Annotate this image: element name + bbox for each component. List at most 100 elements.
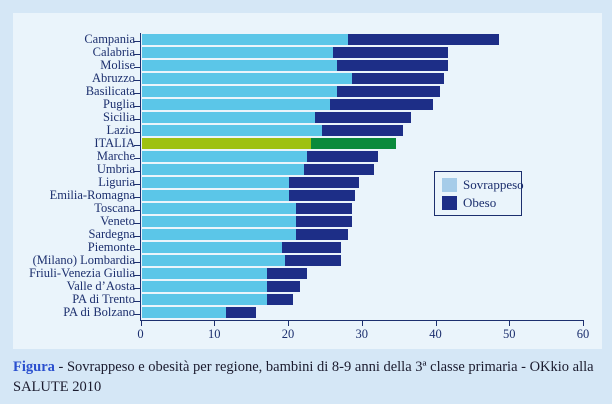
bar-sovrappeso bbox=[141, 99, 330, 110]
caption-label: Figura bbox=[13, 359, 55, 375]
bar-obeso bbox=[314, 112, 411, 123]
bar-obeso bbox=[285, 255, 341, 266]
legend-item: Sovrappeso bbox=[442, 176, 524, 192]
region-label: Abruzzo bbox=[91, 70, 135, 85]
bar-sovrappeso bbox=[141, 138, 312, 149]
y-axis-tick bbox=[134, 236, 140, 237]
bar-obeso bbox=[289, 177, 360, 188]
y-axis-tick bbox=[134, 171, 140, 172]
bar-sovrappeso bbox=[141, 177, 289, 188]
y-axis-tick bbox=[134, 223, 140, 224]
bar-sovrappeso bbox=[141, 216, 297, 227]
region-label: Sardegna bbox=[88, 226, 135, 241]
y-axis-tick bbox=[134, 262, 140, 263]
x-axis-tick bbox=[435, 321, 437, 326]
bar-obeso bbox=[336, 86, 441, 97]
x-axis-line bbox=[139, 319, 584, 321]
x-axis-tick bbox=[361, 321, 363, 326]
bar-obeso bbox=[333, 47, 448, 58]
bar-obeso bbox=[266, 281, 301, 292]
region-label: Lazio bbox=[106, 122, 135, 137]
bar-obeso bbox=[296, 216, 352, 227]
y-axis-tick bbox=[134, 67, 140, 68]
bar-obeso bbox=[348, 34, 500, 45]
y-axis-tick bbox=[134, 145, 140, 146]
y-axis-tick bbox=[134, 54, 140, 55]
bar-sovrappeso bbox=[141, 164, 304, 175]
bar-sovrappeso bbox=[141, 34, 348, 45]
region-label: Valle d’Aosta bbox=[66, 278, 135, 293]
region-label: Umbria bbox=[96, 161, 135, 176]
bar-sovrappeso bbox=[141, 307, 227, 318]
bar-sovrappeso bbox=[141, 47, 334, 58]
region-label: Campania bbox=[84, 31, 135, 46]
region-label: Friuli-Venezia Giulia bbox=[29, 265, 135, 280]
x-axis-tick bbox=[214, 321, 216, 326]
figure-caption: Figura - Sovrappeso e obesità per region… bbox=[13, 357, 603, 398]
bar-obeso bbox=[307, 151, 378, 162]
bar-obeso bbox=[322, 125, 404, 136]
bar-sovrappeso bbox=[141, 73, 352, 84]
caption-text: - Sovrappeso e obesità per regione, bamb… bbox=[13, 359, 594, 396]
region-label: Calabria bbox=[92, 44, 135, 59]
chart-panel: Campania Calabria Molise Abruzzo Basilicata P… bbox=[13, 13, 602, 349]
x-axis-tick-label: 0 bbox=[137, 327, 144, 341]
region-label: Emilia-Romagna bbox=[49, 187, 135, 202]
legend-label: Obeso bbox=[463, 194, 497, 210]
bar-sovrappeso bbox=[141, 190, 289, 201]
bar-obeso bbox=[351, 73, 444, 84]
bar-sovrappeso bbox=[141, 203, 297, 214]
x-axis-tick-label: 10 bbox=[208, 327, 221, 341]
region-label: PA di Bolzano bbox=[63, 304, 135, 319]
region-label: Basilicata bbox=[85, 83, 135, 98]
bar-sovrappeso bbox=[141, 229, 297, 240]
bar-obeso bbox=[296, 229, 348, 240]
region-label: Molise bbox=[100, 57, 135, 72]
region-label: Marche bbox=[96, 148, 135, 163]
region-label: Veneto bbox=[100, 213, 135, 228]
bar-obeso bbox=[226, 307, 256, 318]
bar-sovrappeso bbox=[141, 281, 267, 292]
bar-sovrappeso bbox=[141, 268, 267, 279]
y-axis-tick bbox=[134, 314, 140, 315]
x-axis-tick bbox=[140, 321, 142, 326]
legend-swatch bbox=[442, 177, 457, 192]
bar-obeso bbox=[296, 203, 352, 214]
y-axis-tick bbox=[134, 41, 140, 42]
bar-obeso bbox=[289, 190, 356, 201]
y-axis-tick bbox=[134, 80, 140, 81]
y-axis-tick bbox=[134, 93, 140, 94]
y-axis-line bbox=[139, 33, 141, 321]
y-axis-tick bbox=[134, 106, 140, 107]
region-label: ITALIA bbox=[94, 135, 135, 150]
bar-obeso bbox=[281, 242, 341, 253]
region-label: (Milano) Lombardia bbox=[32, 252, 135, 267]
x-axis-tick-label: 40 bbox=[429, 327, 442, 341]
bar-sovrappeso bbox=[141, 86, 337, 97]
bar-sovrappeso bbox=[141, 60, 337, 71]
bar-obeso bbox=[266, 294, 293, 305]
legend: Sovrappeso Obeso bbox=[434, 171, 524, 216]
y-axis-tick bbox=[134, 184, 140, 185]
region-label: Sicilia bbox=[103, 109, 135, 124]
y-axis-tick bbox=[134, 288, 140, 289]
bar-obeso bbox=[336, 60, 448, 71]
bar-obeso bbox=[303, 164, 374, 175]
region-label: Toscana bbox=[94, 200, 135, 215]
x-axis-tick-label: 30 bbox=[355, 327, 369, 341]
bar-sovrappeso bbox=[141, 112, 315, 123]
region-label: Piemonte bbox=[87, 239, 135, 254]
legend-swatch bbox=[442, 195, 457, 210]
legend-item: Obeso bbox=[442, 194, 521, 210]
bar-sovrappeso bbox=[141, 255, 286, 266]
plot-area: Campania Calabria Molise Abruzzo Basilicata P… bbox=[13, 13, 602, 349]
y-axis-tick bbox=[134, 275, 140, 276]
y-axis-tick bbox=[134, 119, 140, 120]
y-axis-tick bbox=[134, 249, 140, 250]
y-axis-tick bbox=[134, 301, 140, 302]
x-axis-tick bbox=[509, 321, 511, 326]
bar-obeso bbox=[266, 268, 308, 279]
x-axis-tick bbox=[583, 321, 584, 326]
legend-label: Sovrappeso bbox=[463, 176, 524, 192]
